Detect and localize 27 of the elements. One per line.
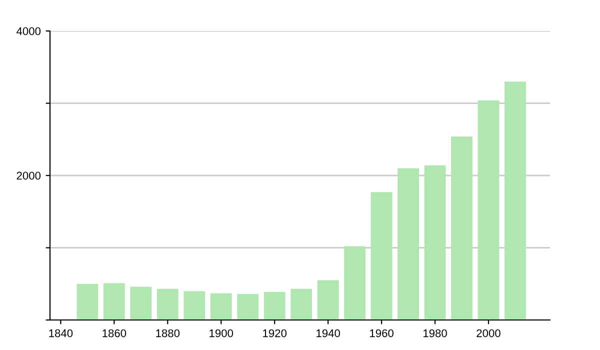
x-tick-label: 1940 bbox=[316, 329, 340, 338]
y-tick-label: 4000 bbox=[16, 27, 41, 36]
bar bbox=[370, 192, 392, 320]
bar bbox=[424, 165, 446, 320]
bar bbox=[264, 292, 286, 320]
x-tick-label: 1840 bbox=[49, 329, 73, 338]
bar bbox=[478, 100, 500, 320]
bar bbox=[290, 288, 312, 320]
x-tick-label: 1920 bbox=[263, 329, 287, 338]
x-tick-label: 1860 bbox=[102, 329, 126, 338]
bar bbox=[210, 293, 232, 320]
bar bbox=[103, 283, 125, 320]
bar bbox=[184, 291, 206, 320]
bar bbox=[130, 286, 152, 320]
x-tick-label: 1980 bbox=[424, 329, 447, 338]
bar bbox=[504, 82, 526, 320]
x-tick-label: 2000 bbox=[476, 329, 500, 338]
bar bbox=[237, 294, 259, 320]
bar bbox=[317, 280, 339, 320]
bar bbox=[76, 284, 98, 320]
x-tick-label: 1900 bbox=[210, 329, 234, 338]
x-tick-label: 1880 bbox=[156, 329, 180, 338]
bar bbox=[451, 136, 472, 320]
bar bbox=[398, 168, 419, 320]
bar bbox=[156, 288, 178, 320]
bar bbox=[344, 246, 366, 320]
x-tick-label: 1960 bbox=[370, 329, 394, 338]
